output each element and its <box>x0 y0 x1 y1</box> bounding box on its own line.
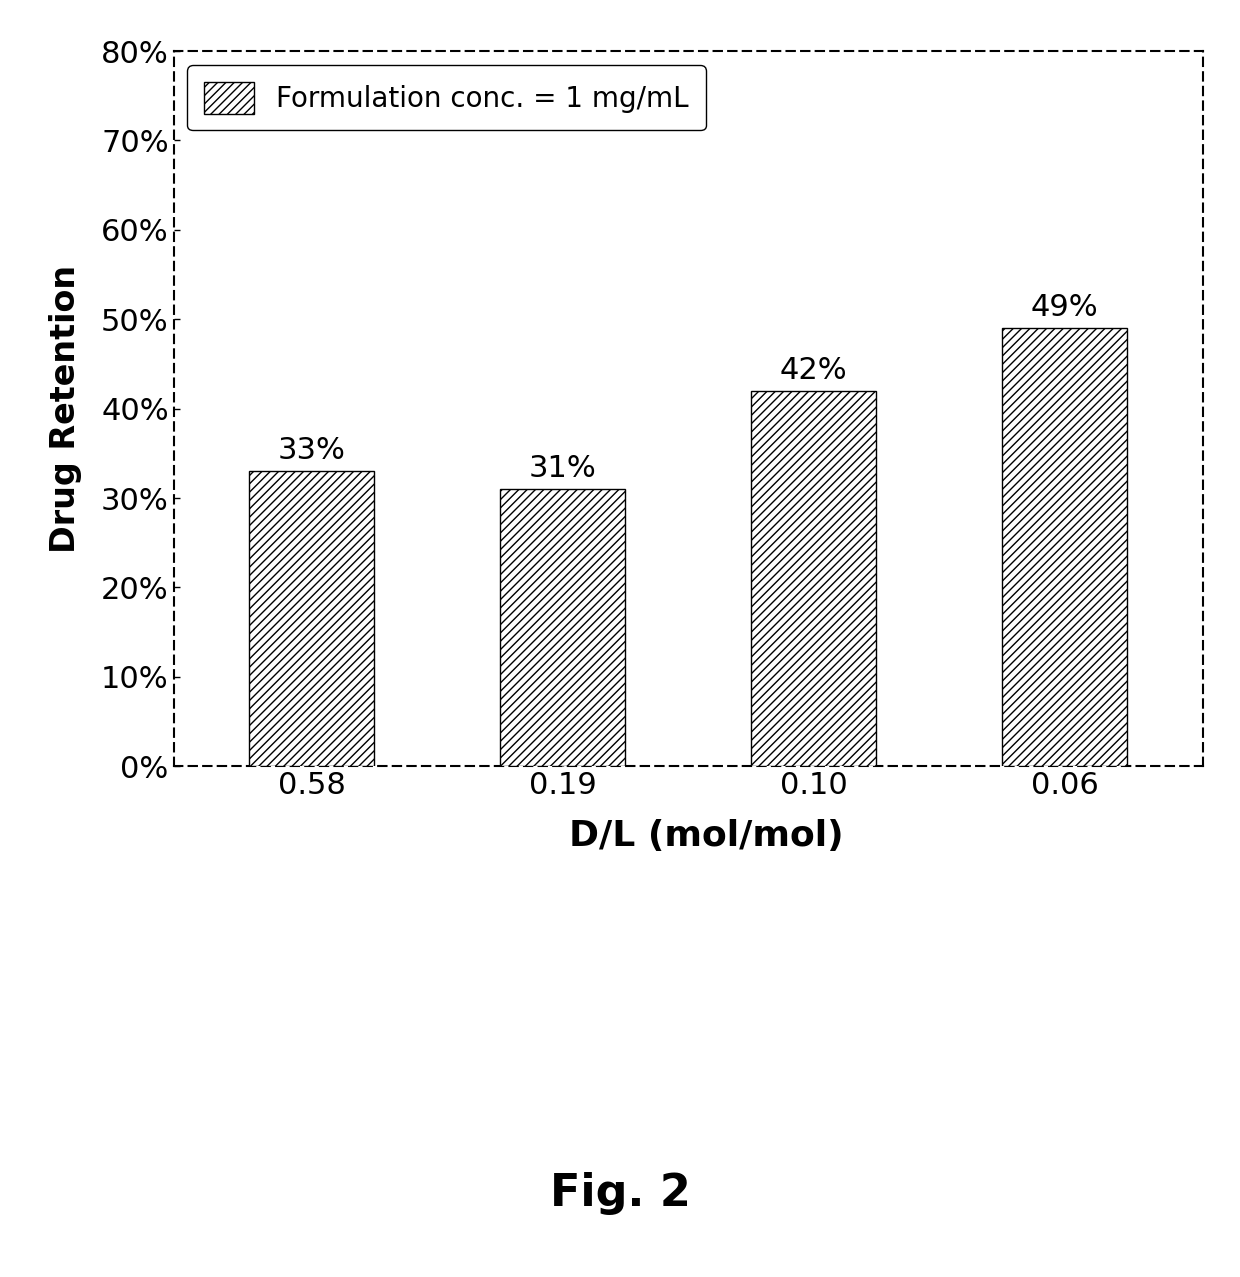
Legend: Formulation conc. = 1 mg/mL: Formulation conc. = 1 mg/mL <box>187 65 706 130</box>
Text: 31%: 31% <box>528 453 596 483</box>
Bar <box>500 489 625 766</box>
Text: 33%: 33% <box>278 435 346 465</box>
Bar <box>1002 328 1127 766</box>
Text: Fig. 2: Fig. 2 <box>549 1172 691 1216</box>
Y-axis label: Drug Retention: Drug Retention <box>48 264 82 553</box>
Bar <box>751 391 877 766</box>
Text: 42%: 42% <box>780 355 847 384</box>
Text: D/L (mol/mol): D/L (mol/mol) <box>569 820 844 853</box>
Bar <box>249 471 374 766</box>
Text: 49%: 49% <box>1030 292 1099 322</box>
